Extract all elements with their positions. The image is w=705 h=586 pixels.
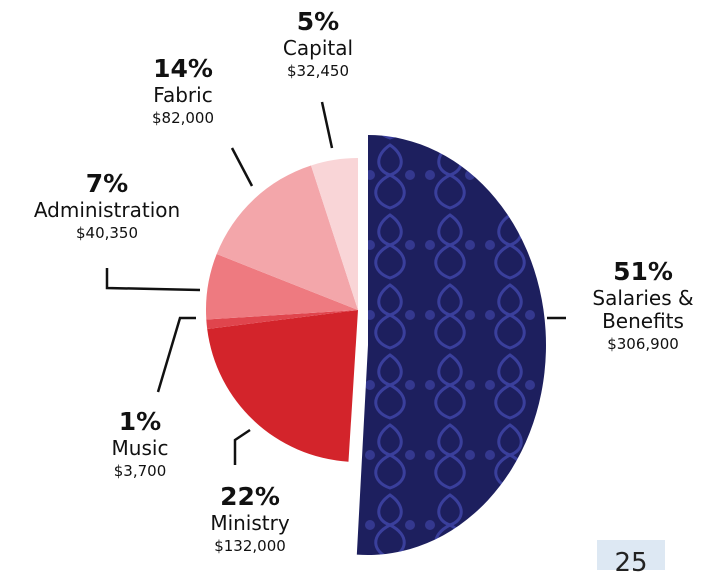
pie-slice [216, 165, 358, 310]
leader-line [320, 101, 334, 149]
slice-label: 22% Ministry $132,000 [150, 482, 350, 555]
slice-label: 5% Capital $32,450 [218, 7, 418, 80]
amount-label: $40,350 [75, 223, 139, 242]
amount-label: $132,000 [214, 536, 286, 555]
leader-line [233, 428, 251, 465]
percent-label: 5% [296, 7, 340, 36]
percent-label: 22% [220, 482, 280, 511]
pie-slice [206, 254, 358, 320]
percent-label: 1% [118, 407, 162, 436]
percent-label: 7% [85, 169, 129, 198]
leader-lines [105, 101, 566, 465]
category-label: Ministry [210, 510, 290, 535]
category-label: Fabric [153, 82, 213, 107]
page-number: 25 [597, 540, 665, 578]
slice-label: 14% Fabric $82,000 [83, 54, 283, 127]
slice-label: 51% Salaries & Benefits $306,900 [568, 257, 705, 353]
leader-line [156, 316, 196, 393]
leader-line [105, 268, 201, 292]
leader-line [230, 147, 254, 187]
amount-label: $3,700 [113, 461, 167, 480]
percent-label: 51% [613, 257, 673, 286]
category-label: Capital [282, 35, 354, 60]
category-label: Music [111, 435, 169, 460]
pie-slice [356, 135, 546, 555]
pie-slice [207, 310, 358, 462]
pie-slice [206, 310, 358, 330]
slice-label: 1% Music $3,700 [60, 407, 220, 480]
chart [105, 101, 566, 555]
slice-label: 7% Administration $40,350 [0, 169, 217, 242]
amount-label: $306,900 [607, 334, 679, 353]
category-label: Salaries & Benefits [592, 285, 694, 333]
category-label: Administration [33, 197, 181, 222]
pie-slice [311, 158, 358, 310]
page: 25 (() => { const data = JSON.parse(docu… [0, 7, 705, 578]
pie [206, 135, 546, 555]
amount-label: $32,450 [286, 61, 350, 80]
amount-label: $82,000 [151, 108, 215, 127]
percent-label: 14% [153, 54, 213, 83]
